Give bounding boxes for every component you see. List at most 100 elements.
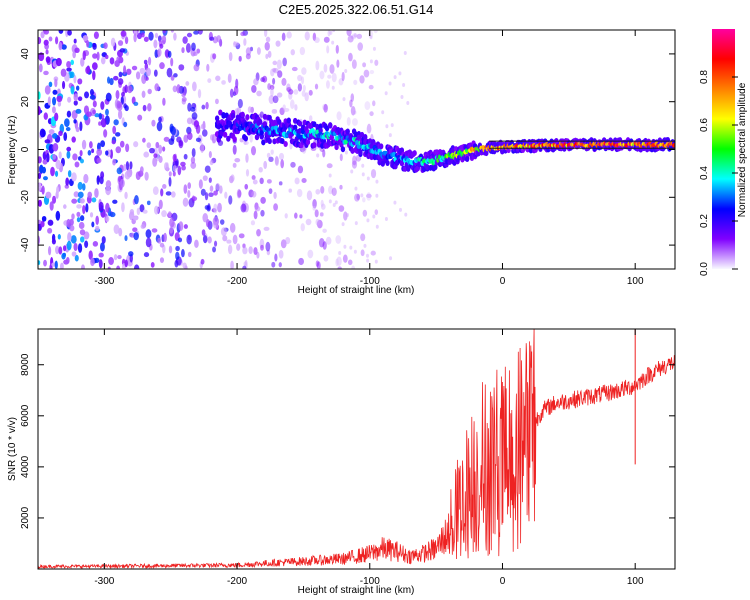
spectrogram-noise-blob (55, 57, 62, 67)
spectrogram-noise-blob (187, 251, 192, 258)
spectrogram-noise-blob (96, 148, 103, 156)
spectrogram-noise-blob (124, 235, 128, 242)
spectrogram-noise-blob (170, 57, 174, 67)
spectrogram-noise-blob (181, 96, 187, 102)
spectrogram-noise-blob (75, 85, 80, 91)
spectrogram-noise-blob (120, 178, 125, 188)
spectrogram-noise-blob (62, 245, 67, 252)
spectrogram-noise-blob (183, 184, 188, 194)
spectrogram-noise-blob (168, 176, 172, 187)
colorbar-label: Normalized spectral amplitude (737, 82, 748, 217)
spectrogram-noise-blob (71, 136, 76, 143)
spectrogram-noise-blob (212, 216, 219, 226)
spectrogram-y-tick-label: -20 (20, 190, 31, 205)
spectrogram-noise-blob (228, 51, 233, 62)
spectrogram-ridge-cell (353, 131, 358, 138)
spectrogram-noise-blob (348, 52, 353, 62)
spectrogram-noise-blob (366, 192, 372, 201)
spectrogram-noise-blob (260, 244, 264, 251)
spectrogram-noise-blob (55, 159, 61, 170)
spectrogram-noise-blob (95, 225, 100, 231)
spectrogram-noise-blob (384, 91, 388, 96)
spectrogram-noise-blob (351, 59, 357, 70)
spectrogram-noise-blob (314, 83, 319, 90)
spectrogram-noise-blob (243, 140, 249, 146)
spectrogram-noise-blob (143, 252, 150, 258)
spectrogram-noise-blob (181, 165, 186, 171)
spectrogram-noise-blob (220, 227, 227, 237)
spectrogram-noise-blob (266, 179, 272, 184)
spectrogram-noise-blob (66, 110, 72, 118)
spectrogram-noise-blob (400, 94, 404, 99)
spectrogram-noise-blob (134, 195, 139, 205)
spectrogram-noise-blob (196, 48, 201, 54)
spectrogram-noise-blob (327, 74, 332, 79)
spectrogram-noise-blob (346, 117, 351, 126)
spectrogram-noise-blob (160, 188, 164, 197)
spectrogram-noise-blob (59, 262, 64, 269)
spectrogram-noise-blob (192, 81, 197, 92)
spectrogram-noise-blob (335, 235, 342, 244)
spectrogram-noise-blob (42, 176, 48, 181)
spectrogram-noise-blob (103, 42, 108, 50)
spectrogram-noise-blob (273, 191, 277, 200)
spectrogram-noise-blob (121, 91, 125, 97)
spectrogram-noise-blob (186, 234, 192, 245)
spectrogram-noise-blob (263, 226, 270, 231)
spectrogram-noise-blob (85, 203, 89, 213)
spectrogram-noise-blob (77, 96, 83, 102)
spectrogram-noise-blob (38, 182, 42, 191)
spectrogram-noise-blob (158, 199, 163, 210)
spectrogram-noise-blob (79, 150, 83, 157)
spectrogram-noise-blob (325, 236, 332, 245)
spectrogram-noise-blob (275, 40, 281, 47)
spectrogram-noise-blob (147, 88, 152, 95)
spectrogram-ridge-cell (243, 135, 249, 142)
spectrogram-noise-blob (126, 85, 133, 94)
spectrogram-noise-blob (98, 121, 102, 126)
spectrogram-noise-blob (305, 218, 312, 226)
spectrogram-noise-blob (322, 228, 327, 233)
spectrogram-ridge-core (259, 130, 264, 136)
spectrogram-noise-blob (281, 32, 286, 41)
spectrogram-noise-blob (403, 50, 407, 55)
spectrogram-noise-blob (207, 78, 212, 83)
spectrogram-noise-blob (296, 188, 303, 198)
spectrogram-noise-blob (145, 237, 152, 248)
spectrogram-noise-blob (145, 67, 152, 77)
spectrogram-noise-blob (110, 37, 116, 47)
spectrogram-noise-blob (55, 36, 59, 45)
spectrogram-ridge-cell (254, 134, 260, 141)
spectrogram-noise-blob (47, 219, 54, 226)
spectrogram-noise-blob (354, 186, 358, 191)
snr-plot-area (38, 329, 675, 569)
spectrogram-noise-blob (208, 177, 212, 183)
spectrogram-noise-blob (161, 210, 167, 218)
spectrogram-noise-blob (366, 123, 372, 134)
spectrogram-ridge-cell (286, 117, 292, 124)
spectrogram-noise-blob (232, 162, 237, 168)
spectrogram-noise-blob (204, 165, 211, 173)
spectrogram-noise-blob (271, 108, 278, 114)
spectrogram-noise-blob (390, 123, 394, 128)
spectrogram-noise-blob (152, 157, 158, 167)
spectrogram-ridge-cell (222, 131, 228, 138)
spectrogram-noise-blob (109, 211, 116, 218)
spectrogram-noise-blob (375, 179, 379, 184)
spectrogram-noise-blob (363, 243, 367, 248)
spectrogram-noise-blob (180, 161, 186, 167)
spectrogram-noise-blob (339, 184, 343, 190)
spectrogram-ridge-cell (324, 125, 330, 132)
spectrogram-noise-blob (402, 83, 406, 88)
spectrogram-noise-blob (52, 96, 57, 106)
spectrogram-noise-blob (314, 37, 320, 43)
spectrogram-noise-blob (183, 153, 188, 160)
spectrogram-noise-blob (250, 220, 256, 226)
spectrogram-noise-blob (73, 38, 77, 44)
spectrogram-noise-blob (215, 98, 219, 105)
spectrogram-noise-blob (332, 202, 336, 207)
spectrogram-noise-blob (96, 175, 100, 185)
spectrogram-noise-blob (163, 232, 167, 243)
spectrogram-noise-blob (105, 150, 109, 156)
